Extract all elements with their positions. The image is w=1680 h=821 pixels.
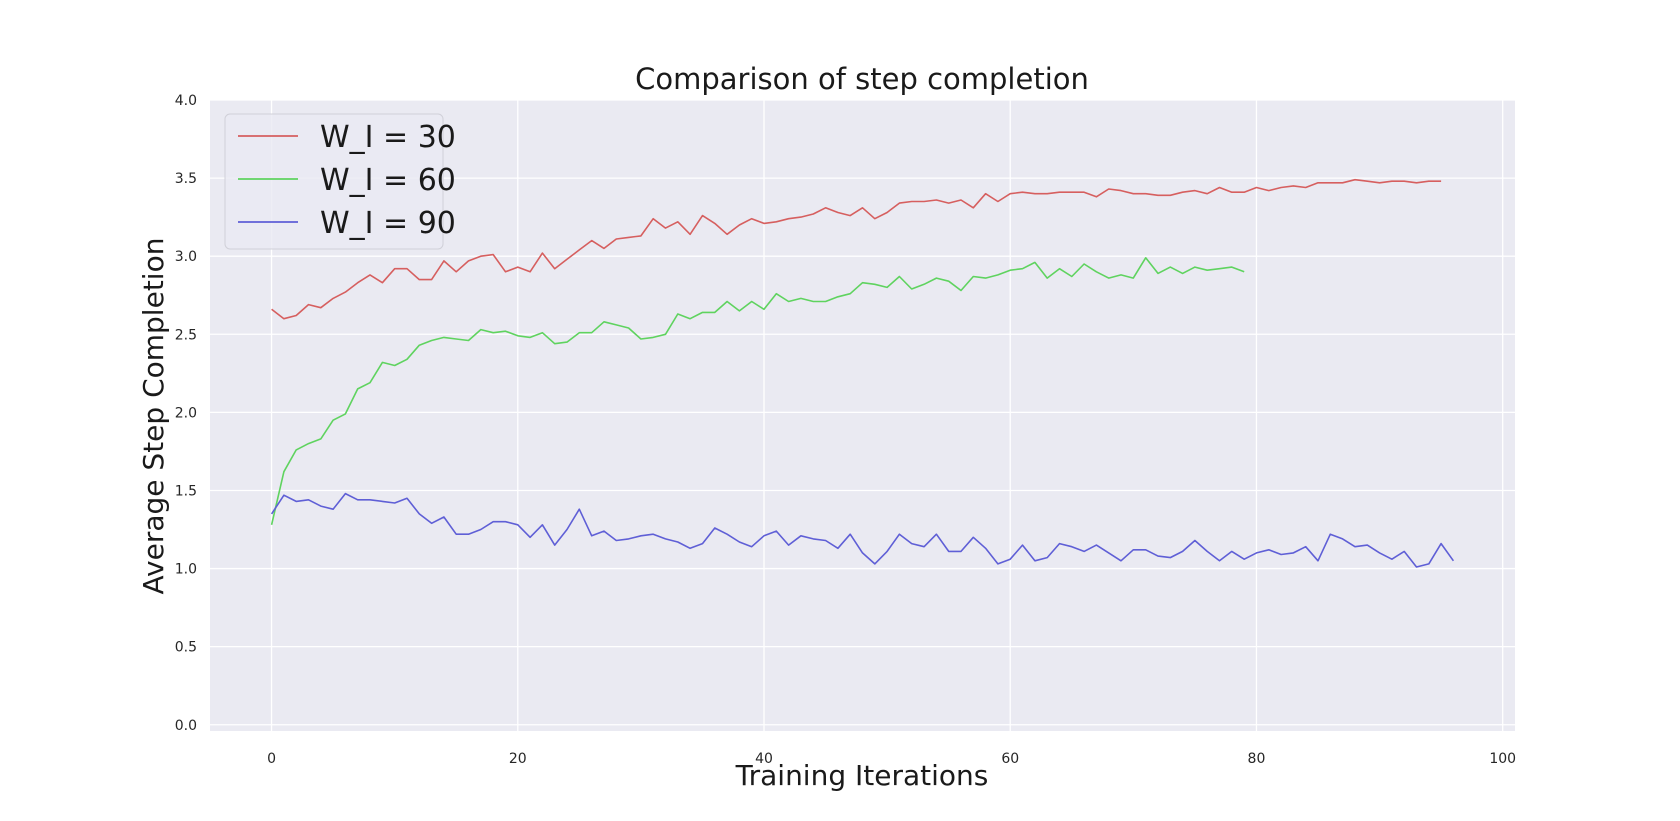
y-tick-label: 4.0 [175, 93, 197, 109]
legend-box [224, 113, 444, 250]
series-line-2 [270, 256, 1245, 525]
y-tick-label: 1.0 [175, 562, 197, 578]
grid [210, 99, 1515, 731]
y-tick-label: 0.5 [175, 640, 197, 656]
x-axis-ticks: 0 20 40 60 80 100 [267, 751, 1516, 767]
x-tick-label: 0 [267, 751, 276, 767]
series-line-3 [270, 492, 1455, 568]
legend-items: W_I = 30 W_I = 60 W_I = 90 [238, 120, 456, 241]
y-tick-label: 3.5 [175, 171, 197, 187]
x-tick-label: 60 [1001, 751, 1019, 767]
y-axis-title: Average Step Completion [137, 238, 170, 595]
x-tick-label: 20 [509, 751, 527, 767]
x-tick-label: 40 [755, 751, 773, 767]
y-tick-label: 2.5 [175, 327, 197, 343]
legend-label: W_I = 90 [320, 206, 456, 241]
series-line-1 [271, 178, 1442, 320]
legend-label: W_I = 60 [320, 163, 456, 198]
x-axis-title: Training Iterations [735, 759, 989, 792]
y-tick-label: 3.0 [175, 249, 197, 265]
y-tick-label: 2.0 [175, 405, 197, 421]
y-tick-label: 1.5 [175, 483, 197, 499]
x-tick-label: 80 [1248, 751, 1266, 767]
legend-label: W_I = 30 [320, 120, 456, 155]
chart-title: Comparison of step completion [635, 62, 1089, 96]
series-lines [270, 178, 1455, 568]
x-tick-label: 100 [1489, 751, 1516, 767]
y-axis-ticks: 0.0 0.5 1.0 1.5 2.0 2.5 3.0 3.5 4.0 [175, 93, 197, 734]
legend: W_I = 30 W_I = 60 W_I = 90 [224, 113, 456, 250]
y-tick-label: 0.0 [175, 718, 197, 734]
